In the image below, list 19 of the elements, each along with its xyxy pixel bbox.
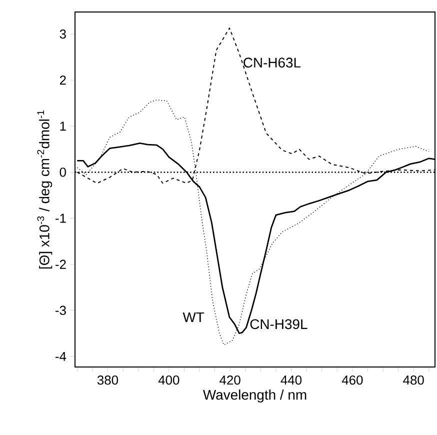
y-tick-label: -3: [56, 306, 66, 315]
y-tick-label: 1: [60, 122, 66, 131]
x-tick-label: 440: [280, 376, 302, 385]
x-tick-label: 420: [220, 376, 240, 385]
x-tick-label: 380: [97, 376, 118, 385]
y-tick-label: -1: [56, 214, 66, 223]
y-tick-label: -4: [56, 352, 66, 361]
series-label: WT: [182, 312, 204, 322]
x-tick-label: 400: [158, 376, 180, 385]
x-tick-label: 460: [342, 376, 363, 385]
series-label: CN-H39L: [250, 319, 308, 330]
series-label: CN-H63L: [244, 58, 301, 68]
y-tick-label: -2: [56, 260, 66, 269]
x-tick-label: 480: [403, 376, 424, 385]
y-tick-label: 2: [60, 76, 66, 85]
y-axis-title: [Θ] x10$^{-3}$ / deg cm$^{-2}$dmol$^{-1}$: [37, 110, 52, 269]
x-axis-title: Wavelength / nm: [203, 390, 306, 403]
y-tick-label: 0: [60, 168, 66, 177]
y-tick-label: 3: [60, 29, 66, 39]
